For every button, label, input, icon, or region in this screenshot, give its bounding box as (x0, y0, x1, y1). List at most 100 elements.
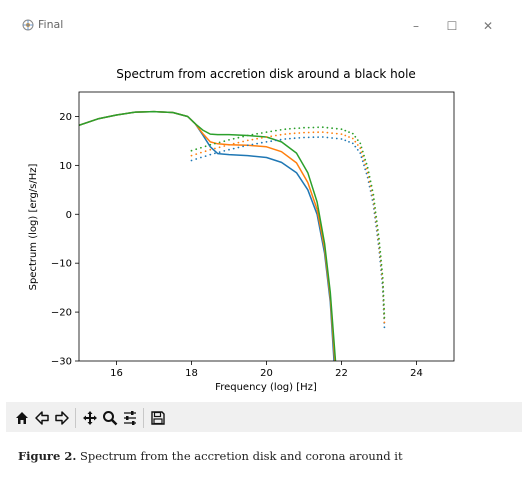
dotted-series-point (190, 159, 193, 162)
dotted-series-point (317, 131, 319, 134)
forward-arrow-icon[interactable] (52, 408, 72, 428)
dotted-series-point (275, 139, 277, 142)
dotted-series-point (223, 145, 226, 147)
y-tick-label: −10 (51, 259, 72, 270)
dotted-series-point (375, 220, 378, 223)
x-axis: 16 18 20 22 24 (110, 361, 423, 379)
toolbar-separator (143, 408, 144, 428)
dotted-series-point (335, 127, 338, 130)
dotted-series-point (298, 137, 301, 139)
dotted-series-point (218, 146, 221, 149)
dotted-series-point (321, 136, 324, 138)
dotted-series-point (246, 134, 249, 137)
save-icon[interactable] (148, 408, 168, 428)
dotted-series-point (380, 259, 382, 262)
dotted-series-point (382, 299, 385, 301)
plot-area[interactable]: Spectrum from accretion disk around a bl… (6, 44, 522, 402)
dotted-series-point (312, 136, 315, 139)
dotted-series-point (307, 126, 310, 129)
dotted-series-point (303, 136, 305, 139)
chart-title: Spectrum from accretion disk around a bl… (116, 67, 416, 81)
minimize-button[interactable]: – (413, 19, 419, 33)
maximize-button[interactable]: ☐ (446, 19, 458, 33)
dotted-series-point (381, 268, 383, 271)
home-icon[interactable] (12, 408, 32, 428)
dotted-series-point (275, 129, 277, 132)
configure-subplots-icon[interactable] (120, 408, 140, 428)
back-arrow-icon[interactable] (32, 408, 52, 428)
dotted-series-point (218, 151, 221, 154)
dotted-series-point (373, 198, 375, 201)
dotted-series-point (359, 142, 362, 145)
app-icon (22, 19, 34, 31)
y-tick-label: 0 (66, 210, 72, 221)
dotted-series-point (348, 136, 350, 138)
dotted-series-point (374, 207, 376, 209)
dotted-series-point (260, 132, 263, 134)
dotted-series-point (232, 147, 235, 150)
dotted-series-point (307, 136, 310, 139)
dotted-series-point (242, 135, 245, 138)
solid-series-line-orange (79, 110, 336, 361)
dotted-series-point (251, 143, 254, 146)
dotted-series-point (372, 193, 375, 196)
close-button[interactable]: ✕ (482, 19, 494, 33)
dotted-series-point (232, 142, 235, 145)
dotted-series-point (375, 215, 378, 218)
dotted-series-point (340, 133, 343, 135)
dotted-series-point (251, 133, 254, 136)
dotted-series-point (204, 145, 207, 148)
x-tick-label: 22 (335, 368, 348, 379)
dotted-series-point (289, 127, 291, 130)
pan-icon[interactable] (80, 408, 100, 428)
dotted-series-point (293, 132, 296, 135)
dotted-series-point (228, 143, 230, 146)
dotted-series-point (363, 154, 365, 157)
dotted-series-point (382, 294, 385, 297)
title-bar[interactable]: Final – ☐ ✕ (6, 10, 522, 44)
navigation-toolbar (6, 402, 522, 432)
dotted-series-point (354, 135, 357, 138)
dotted-series-point (195, 153, 198, 155)
dotted-series-point (209, 153, 212, 156)
x-tick-label: 24 (410, 368, 423, 379)
dotted-series-point (275, 134, 277, 137)
dotted-series-point (256, 132, 258, 135)
dotted-series-point (364, 168, 367, 171)
dotted-series-point (369, 180, 372, 183)
dotted-series-point (312, 131, 315, 134)
dotted-series-point (289, 137, 291, 140)
y-tick-label: −20 (51, 308, 72, 319)
dotted-series-point (214, 142, 216, 145)
x-tick-label: 20 (260, 368, 273, 379)
dotted-series-point (321, 126, 324, 129)
window-title: Final (38, 18, 64, 31)
dotted-series-point (242, 140, 245, 143)
dotted-series-point (378, 237, 380, 240)
dotted-series-point (365, 162, 368, 165)
dotted-series-point (303, 131, 305, 134)
figure-window: Final – ☐ ✕ Spectrum from accretion disk… (6, 10, 522, 432)
dotted-series-point (378, 242, 381, 245)
dotted-series-point (382, 290, 385, 292)
dotted-series-point (190, 149, 193, 152)
dotted-series-point (356, 149, 359, 151)
dotted-series-point (381, 277, 384, 279)
dotted-series-point (195, 158, 198, 160)
dotted-series-point (228, 139, 230, 141)
dotted-series-point (303, 126, 305, 129)
dotted-series-point (298, 132, 301, 134)
dotted-series-point (265, 131, 268, 133)
dotted-series-point (326, 136, 329, 139)
dotted-series-point (228, 148, 230, 151)
dotted-series-point (331, 137, 333, 139)
dotted-series-point (376, 224, 379, 227)
dotted-series-point (344, 129, 347, 132)
dotted-series-point (223, 150, 226, 152)
dotted-series-point (270, 140, 273, 143)
dotted-series-point (195, 148, 198, 151)
dotted-series-point (256, 142, 258, 145)
y-tick-label: 10 (59, 161, 72, 172)
zoom-icon[interactable] (100, 408, 120, 428)
dotted-series-point (209, 148, 212, 151)
